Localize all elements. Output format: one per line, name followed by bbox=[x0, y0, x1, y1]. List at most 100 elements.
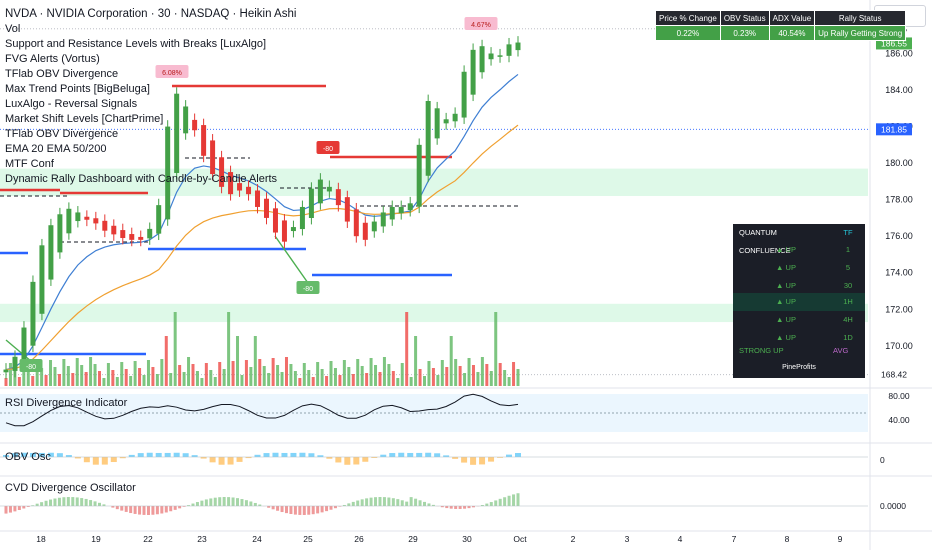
quantum-row: ▲ UP 4H bbox=[733, 311, 865, 329]
legend-item[interactable]: Dynamic Rally Dashboard with Candle-by-C… bbox=[5, 173, 278, 185]
y-tick-label: 180.00 bbox=[885, 158, 913, 168]
volume-bar bbox=[209, 370, 213, 386]
cvd-bar bbox=[405, 501, 409, 506]
x-tick-label: 4 bbox=[678, 534, 683, 544]
cvd-bar bbox=[133, 506, 137, 514]
quantum-status: ▲ UP bbox=[776, 315, 796, 324]
cvd-bar bbox=[146, 506, 150, 515]
cvd-bar bbox=[302, 506, 306, 515]
cvd-bar bbox=[289, 506, 293, 515]
volume-bar bbox=[97, 371, 101, 386]
candle-body bbox=[237, 183, 243, 191]
cvd-bar bbox=[400, 500, 404, 506]
candle-body bbox=[290, 227, 296, 232]
candle-body bbox=[48, 225, 54, 280]
obv-bar bbox=[263, 453, 270, 457]
volume-bar bbox=[249, 367, 253, 386]
volume-bar bbox=[507, 377, 511, 386]
legend-item[interactable]: FVG Alerts (Vortus) bbox=[5, 53, 100, 65]
rsi-tick-label: 40.00 bbox=[888, 415, 910, 425]
candle-body bbox=[174, 93, 180, 173]
legend-item[interactable]: TFlab OBV Divergence bbox=[5, 68, 119, 80]
obv-bar bbox=[101, 457, 108, 465]
volume-bar bbox=[351, 374, 355, 386]
volume-bar bbox=[360, 366, 364, 386]
cvd-bar bbox=[120, 506, 124, 511]
candle-body bbox=[362, 222, 368, 240]
obv-bar bbox=[407, 452, 414, 457]
quantum-status: ▲ UP bbox=[776, 281, 796, 290]
cvd-bar bbox=[44, 500, 48, 506]
obv-bar bbox=[47, 452, 54, 457]
rally-value: 40.54% bbox=[768, 25, 816, 41]
rally-header: OBV Status bbox=[719, 10, 770, 26]
cvd-bar bbox=[507, 495, 511, 506]
y-tick-label: 176.00 bbox=[885, 231, 913, 241]
volume-bar bbox=[369, 358, 373, 386]
cvd-bar bbox=[160, 506, 164, 514]
volume-bar bbox=[44, 375, 48, 386]
rsi-pane-title[interactable]: RSI Divergence Indicator bbox=[5, 397, 128, 409]
quantum-confluence-panel: QUANTUM CONFLUENCE TF ▲ UP 1 ▲ UP 5 ▲ UP… bbox=[733, 224, 865, 378]
cvd-bar bbox=[369, 497, 373, 506]
reversal-badge-bg bbox=[19, 359, 43, 372]
legend-item[interactable]: Market Shift Levels [ChartPrime] bbox=[5, 113, 164, 125]
quantum-row: ▲ UP 1H bbox=[733, 293, 865, 311]
cvd-bar bbox=[423, 501, 427, 506]
last-price-label: 186.55 bbox=[881, 38, 907, 48]
legend-item[interactable]: Support and Resistance Levels with Break… bbox=[5, 38, 267, 50]
volume-bar bbox=[423, 376, 427, 386]
cvd-bar bbox=[13, 506, 17, 512]
obv-bar bbox=[389, 453, 396, 457]
candle-body bbox=[353, 209, 359, 237]
legend-item[interactable]: TFlab OBV Divergence bbox=[5, 128, 119, 140]
indicator-legend: NVDA · NVIDIA Corporation · 30 · NASDAQ … bbox=[5, 7, 296, 187]
legend-item[interactable]: EMA 20 EMA 50/200 bbox=[5, 143, 107, 155]
cvd-bar bbox=[249, 501, 253, 506]
volume-bar bbox=[204, 363, 208, 386]
cvd-bar bbox=[333, 506, 337, 509]
cvd-bar bbox=[414, 498, 418, 506]
rally-value: 0.22% bbox=[655, 25, 721, 41]
volume-bar bbox=[115, 377, 119, 386]
cvd-bar bbox=[155, 506, 159, 515]
obv-pane-title[interactable]: OBV Osc bbox=[5, 451, 51, 463]
x-tick-label: 30 bbox=[462, 534, 472, 544]
cvd-bar bbox=[445, 506, 449, 509]
candle-body bbox=[344, 197, 350, 222]
volume-bar bbox=[218, 362, 222, 386]
legend-item[interactable]: LuxAlgo - Reversal Signals bbox=[5, 98, 138, 110]
volume-bar bbox=[471, 365, 475, 386]
obv-bar bbox=[443, 455, 450, 457]
volume-bar bbox=[240, 375, 244, 386]
cvd-bar bbox=[387, 497, 391, 506]
volume-bar bbox=[124, 369, 128, 386]
candle-body bbox=[389, 206, 395, 220]
quantum-header: QUANTUM CONFLUENCE TF bbox=[733, 224, 865, 255]
rally-value: 0.23% bbox=[719, 25, 770, 41]
volume-bar bbox=[516, 369, 520, 386]
volume-bar bbox=[213, 377, 217, 386]
cvd-bar bbox=[449, 506, 453, 509]
obv-bar bbox=[398, 452, 405, 457]
rally-header: Rally Status bbox=[814, 10, 907, 26]
obv-bar bbox=[488, 457, 495, 462]
legend-item[interactable]: Vol bbox=[5, 23, 21, 35]
legend-item[interactable]: Max Trend Points [BigBeluga] bbox=[5, 83, 150, 95]
rally-header: ADX Value bbox=[768, 10, 816, 26]
volume-bar bbox=[311, 377, 315, 386]
cvd-bar bbox=[471, 506, 475, 508]
cvd-bar bbox=[440, 506, 444, 508]
volume-bar bbox=[178, 365, 182, 386]
candle-body bbox=[93, 218, 99, 224]
cvd-bar bbox=[191, 503, 195, 506]
cvd-pane-title[interactable]: CVD Divergence Oscillator bbox=[5, 482, 136, 494]
quantum-tf: 30 bbox=[843, 281, 853, 290]
obv-bar bbox=[299, 452, 306, 457]
quantum-footer: PineProfits bbox=[782, 364, 816, 371]
x-tick-label: 25 bbox=[303, 534, 313, 544]
cvd-bar bbox=[351, 501, 355, 506]
legend-item[interactable]: MTF Conf bbox=[5, 158, 54, 170]
obv-bar bbox=[227, 457, 234, 465]
candle-body bbox=[506, 44, 512, 56]
